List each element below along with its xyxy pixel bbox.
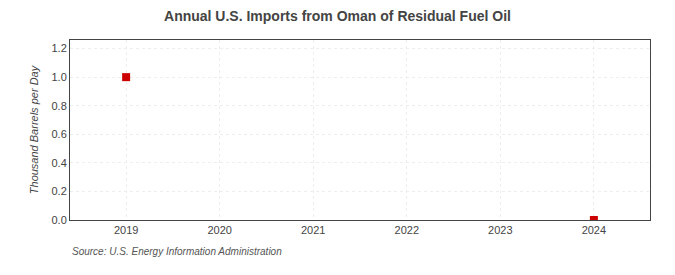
svg-text:0.4: 0.4 bbox=[52, 157, 67, 169]
svg-text:2020: 2020 bbox=[207, 224, 231, 236]
svg-text:2022: 2022 bbox=[395, 224, 419, 236]
svg-text:2021: 2021 bbox=[301, 224, 325, 236]
svg-text:2024: 2024 bbox=[582, 224, 606, 236]
svg-text:0.0: 0.0 bbox=[52, 214, 67, 226]
svg-text:0.2: 0.2 bbox=[52, 185, 67, 197]
svg-text:2023: 2023 bbox=[488, 224, 512, 236]
svg-text:Annual U.S. Imports from Oman: Annual U.S. Imports from Oman of Residua… bbox=[164, 8, 511, 24]
svg-text:0.6: 0.6 bbox=[52, 128, 67, 140]
svg-text:1.2: 1.2 bbox=[52, 42, 67, 54]
svg-text:0.8: 0.8 bbox=[52, 100, 67, 112]
svg-text:Source: U.S. Energy Informatio: Source: U.S. Energy Information Administ… bbox=[72, 246, 282, 257]
svg-text:Thousand Barrels per Day: Thousand Barrels per Day bbox=[28, 64, 40, 194]
svg-text:1.0: 1.0 bbox=[52, 71, 67, 83]
svg-text:2019: 2019 bbox=[114, 224, 138, 236]
